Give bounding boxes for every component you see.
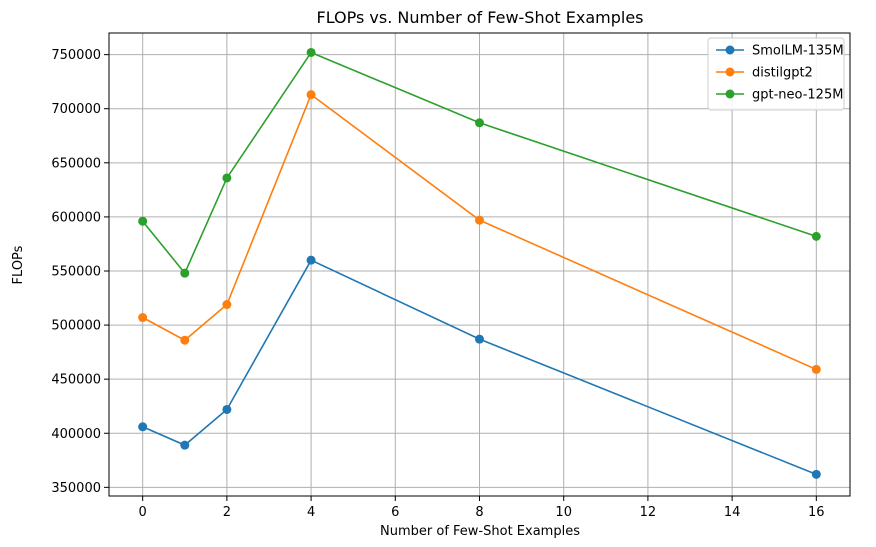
data-point — [811, 364, 821, 374]
series-layer — [138, 47, 821, 479]
data-point — [811, 231, 821, 241]
data-point — [306, 90, 316, 100]
legend-label: gpt-neo-125M — [752, 88, 843, 103]
grid — [109, 33, 850, 496]
legend-swatch-marker — [725, 45, 735, 55]
x-tick-label: 8 — [475, 505, 483, 520]
y-tick-label: 450000 — [51, 373, 101, 388]
legend-label: SmolLM-135M — [752, 44, 844, 59]
x-tick-label: 14 — [724, 505, 741, 520]
data-point — [475, 334, 484, 344]
series-line — [142, 93, 817, 371]
x-tick-label: 12 — [640, 505, 657, 520]
legend-item: distilgpt2 — [716, 66, 813, 81]
data-point — [180, 440, 190, 450]
x-tick-label: 4 — [307, 505, 315, 520]
legend-swatch-marker — [725, 89, 735, 99]
legend: SmolLM-135M distilgpt2 gpt-neo-125M — [707, 37, 845, 111]
x-tick-label: 0 — [139, 505, 147, 520]
y-tick-label: 750000 — [51, 48, 101, 63]
data-point — [475, 118, 484, 128]
series-line — [142, 259, 817, 476]
data-point — [222, 300, 232, 310]
data-point — [306, 255, 316, 265]
y-tick-label: 400000 — [51, 427, 101, 442]
series-distilgpt2 — [138, 90, 821, 374]
x-axis-title: Number of Few-Shot Examples — [380, 524, 580, 539]
y-tick-label: 550000 — [51, 264, 101, 279]
y-axis-title: FLOPs — [11, 245, 26, 284]
y-tick-label: 350000 — [51, 481, 101, 496]
series-smollm-135m — [138, 255, 821, 479]
legend-swatch-marker — [725, 67, 735, 77]
chart-title: FLOPs vs. Number of Few-Shot Examples — [317, 8, 644, 27]
data-point — [222, 404, 232, 414]
data-point — [222, 173, 232, 183]
legend-label: distilgpt2 — [752, 66, 813, 81]
series-line — [142, 51, 817, 275]
legend-item: SmolLM-135M — [716, 44, 844, 59]
y-tick-label: 650000 — [51, 156, 101, 171]
y-axis: 350000 400000 450000 500000 550000 600000 6500… — [51, 48, 109, 496]
data-point — [475, 215, 484, 225]
x-axis: 0 2 4 6 8 10 12 14 16 — [139, 496, 825, 520]
y-tick-label: 600000 — [51, 210, 101, 225]
data-point — [138, 216, 148, 226]
data-point — [306, 47, 316, 57]
x-tick-label: 16 — [808, 505, 825, 520]
x-tick-label: 2 — [223, 505, 231, 520]
y-tick-label: 500000 — [51, 319, 101, 334]
legend-item: gpt-neo-125M — [716, 88, 843, 103]
data-point — [180, 335, 190, 345]
data-point — [180, 268, 190, 278]
legend-box — [707, 37, 845, 111]
data-point — [138, 313, 148, 323]
x-tick-label: 10 — [555, 505, 572, 520]
series-gpt-neo-125m — [138, 47, 821, 278]
y-tick-label: 700000 — [51, 102, 101, 117]
data-point — [138, 422, 148, 432]
x-tick-label: 6 — [391, 505, 399, 520]
data-point — [811, 469, 821, 479]
